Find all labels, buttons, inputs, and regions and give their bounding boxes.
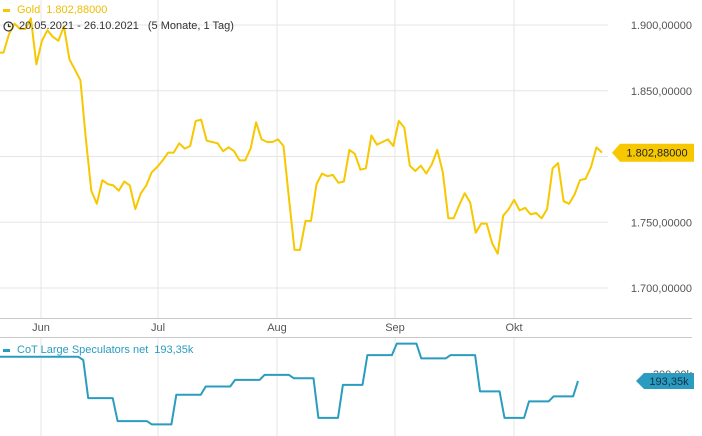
x-tick-label: Jun: [32, 322, 50, 334]
x-tick-label: Okt: [505, 322, 522, 334]
gold-legend-name: Gold: [17, 4, 41, 16]
x-tick-label: Aug: [267, 322, 287, 334]
cot-legend: CoT Large Speculators net 193,35k: [3, 344, 193, 356]
clock-icon: [3, 20, 14, 32]
cot-legend-name: CoT Large Speculators net: [17, 344, 149, 356]
period-range: 20.05.2021 - 26.10.2021: [19, 20, 139, 32]
y-tick-label: 1.850,00000: [631, 86, 692, 98]
period-note: (5 Monate, 1 Tag): [147, 20, 234, 32]
x-tick-label: Sep: [385, 322, 405, 334]
gold-legend-value: 1.802,88000: [46, 4, 108, 16]
cot-last-value-marker: [636, 372, 694, 389]
gold-last-value-label: 1.802,88000: [626, 148, 687, 160]
y-tick-label: 1.900,00000: [631, 20, 692, 32]
y-tick-label: 1.700,00000: [631, 283, 692, 295]
period-info: 20.05.2021 - 26.10.2021 (5 Monate, 1 Tag…: [3, 20, 234, 32]
cot-legend-swatch: [3, 348, 10, 352]
cot-legend-value: 193,35k: [154, 344, 194, 356]
cot-last-value-label: 193,35k: [649, 376, 689, 388]
x-tick-label: Jul: [151, 322, 165, 334]
gold-legend: Gold 1.802,88000: [3, 4, 107, 16]
gold-legend-swatch: [3, 8, 10, 12]
gold-last-value-marker: [612, 143, 694, 162]
gold-series-line: [0, 17, 603, 255]
y-tick-label: 1.750,00000: [631, 217, 692, 229]
